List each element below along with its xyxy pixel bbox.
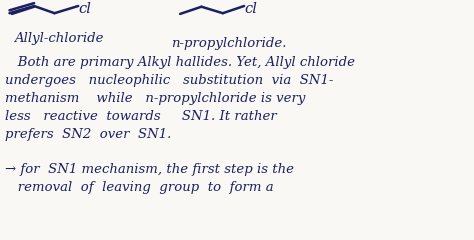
Text: prefers  SN2  over  SN1.: prefers SN2 over SN1. [5, 128, 171, 141]
Text: n-propylchloride.: n-propylchloride. [171, 37, 286, 50]
Text: less   reactive  towards     SN1. It rather: less reactive towards SN1. It rather [5, 110, 276, 123]
Text: cl: cl [244, 2, 257, 16]
Text: Allyl-chloride: Allyl-chloride [14, 32, 104, 45]
Text: cl: cl [78, 2, 91, 16]
Text: methanism    while   n-propylchloride is very: methanism while n-propylchloride is very [5, 92, 305, 105]
Text: Both are primary Alkyl hallides. Yet, Allyl chloride: Both are primary Alkyl hallides. Yet, Al… [5, 56, 355, 69]
Text: → for  SN1 mechanism, the first step is the: → for SN1 mechanism, the first step is t… [5, 163, 294, 176]
Text: undergoes   nucleophilic   substitution  via  SN1-: undergoes nucleophilic substitution via … [5, 74, 333, 87]
Text: removal  of  leaving  group  to  form a: removal of leaving group to form a [5, 181, 273, 194]
